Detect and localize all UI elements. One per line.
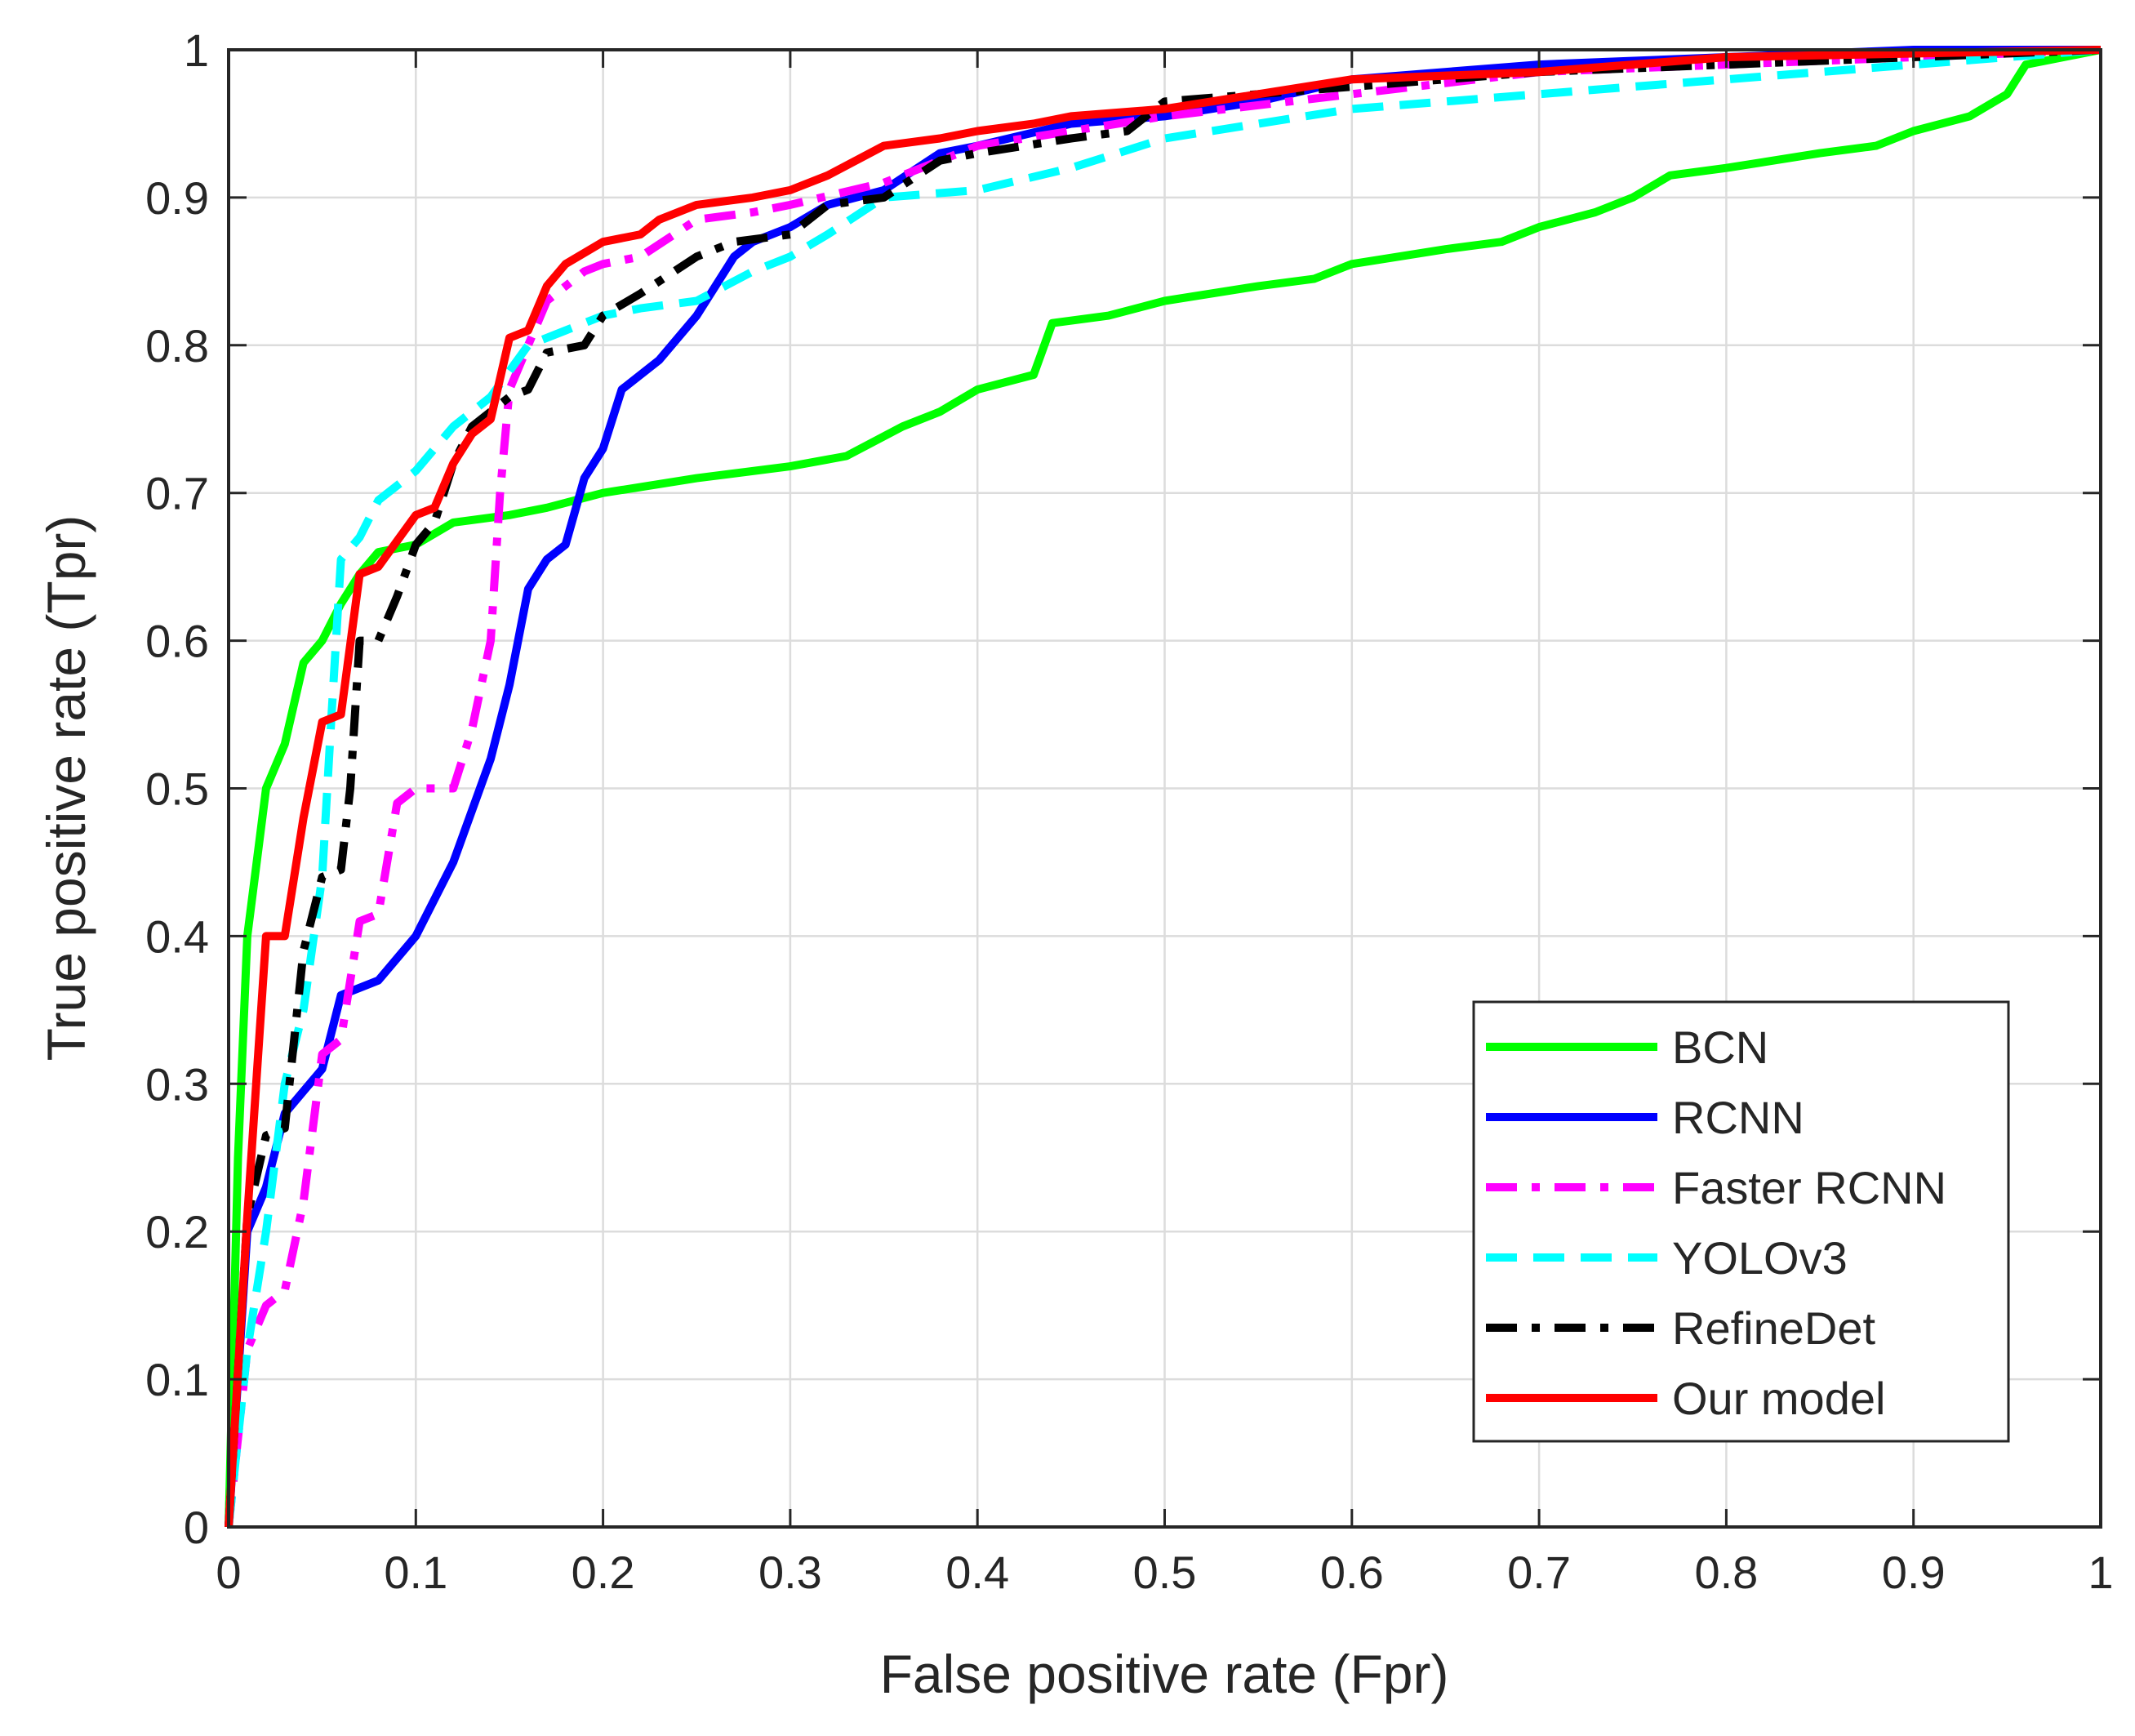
tick-marks [227,48,2102,1529]
legend-box [1472,1000,2010,1443]
x-tick-label: 0.4 [945,1547,1009,1598]
y-tick-label: 0.9 [145,172,209,224]
x-tick-label: 0.6 [1320,1547,1384,1598]
y-tick-label: 0 [184,1502,209,1553]
y-tick-label: 0.6 [145,616,209,667]
y-tick-label: 0.7 [145,468,209,519]
x-tick-label: 0 [216,1547,241,1598]
x-tick-label: 0.7 [1507,1547,1571,1598]
series-line-faster-rcnn [225,46,2102,1528]
y-tick-label: 0.8 [145,320,209,372]
legend: BCN RCNN Faster RCNN YOLOv3 RefineDet Our mod… [1472,1000,2010,1443]
y-tick-label: 0.4 [145,910,209,962]
series-line-yolov3 [225,46,2102,1528]
x-tick-label: 0.1 [384,1547,447,1598]
x-tick-label: 0.2 [572,1547,635,1598]
legend-label-bcn: BCN [1672,1022,1768,1073]
legend-label-rcnn: RCNN [1672,1092,1804,1143]
x-tick-label: 1 [2088,1547,2113,1598]
tick-labels: 0 0.1 0.2 0.3 0.4 0.5 0.6 0.7 0.8 0.9 1 0 0.1 0.2 0.3 0… [145,24,2113,1598]
legend-label-refinedet: RefineDet [1672,1302,1875,1354]
x-tick-label: 0.3 [758,1547,822,1598]
y-tick-label: 1 [184,24,209,76]
y-axis-label: True positive rate (Tpr) [36,515,96,1062]
plot-lines [225,46,2102,1528]
x-tick-label: 0.9 [1882,1547,1946,1598]
legend-label-yolov3: YOLOv3 [1672,1232,1848,1284]
y-tick-label: 0.5 [145,763,209,815]
y-tick-label: 0.2 [145,1206,209,1257]
x-tick-label: 0.8 [1694,1547,1758,1598]
series-line-our-model [225,46,2102,1528]
legend-label-faster-rcnn: Faster RCNN [1672,1162,1946,1213]
y-tick-label: 0.1 [145,1354,209,1405]
x-axis-label: False positive rate (Fpr) [880,1644,1449,1704]
legend-label-our-model: Our model [1672,1373,1885,1424]
x-tick-label: 0.5 [1133,1547,1197,1598]
y-tick-label: 0.3 [145,1058,209,1110]
